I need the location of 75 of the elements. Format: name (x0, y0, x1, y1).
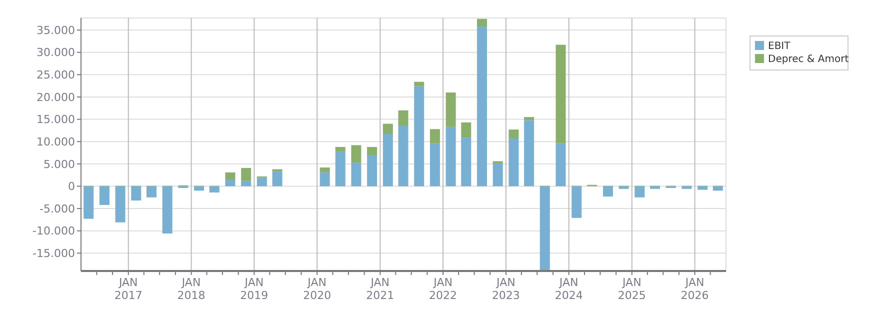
bar (115, 186, 126, 222)
bar (446, 92, 456, 127)
bar (146, 186, 156, 198)
y-tick-label: -15.000 (32, 247, 75, 260)
bar (634, 186, 645, 198)
bar (131, 186, 142, 200)
bar (320, 167, 330, 172)
bar (382, 134, 393, 186)
bar (524, 117, 534, 120)
bar (194, 186, 204, 191)
bar (99, 186, 110, 205)
bar (508, 138, 519, 186)
bar (524, 120, 534, 186)
bar (476, 26, 487, 186)
legend-label: EBIT (768, 41, 792, 52)
y-tick-label: 15.000 (36, 113, 75, 126)
bar (367, 154, 378, 186)
bar (272, 171, 282, 186)
bar (398, 110, 408, 126)
y-tick-label: 25.000 (36, 68, 75, 82)
bar (320, 172, 330, 186)
x-tick-label: JAN 2025 (618, 276, 646, 302)
bar (84, 186, 94, 219)
bar (225, 180, 236, 186)
bar (398, 126, 408, 186)
y-tick-label: 35.000 (36, 24, 75, 37)
bar (335, 152, 346, 186)
bar (698, 186, 708, 190)
bar (225, 172, 236, 180)
x-tick-label: JAN 2017 (114, 276, 142, 302)
bar (241, 168, 252, 181)
bar (414, 82, 424, 86)
legend-label: Deprec & Amort (768, 54, 849, 65)
x-tick-label: JAN 2022 (429, 276, 458, 302)
x-tick-label: JAN 2026 (680, 276, 709, 302)
bar (556, 44, 566, 144)
bar (162, 186, 172, 234)
x-tick-label: JAN 2023 (492, 276, 520, 302)
bar (682, 186, 692, 189)
bar (618, 186, 629, 189)
bar (241, 180, 252, 186)
bar (461, 138, 472, 186)
x-tick-label: JAN 2020 (303, 276, 332, 302)
bar (492, 163, 503, 186)
bar (430, 129, 440, 144)
x-tick-label: JAN 2019 (240, 276, 268, 302)
bar (556, 143, 566, 186)
bar (602, 186, 613, 196)
bar (461, 122, 472, 138)
bar (335, 146, 346, 152)
x-tick-label: JAN 2021 (366, 276, 394, 302)
y-tick-label: 30.000 (36, 46, 75, 60)
y-tick-label: 0 (68, 180, 75, 194)
y-tick-label: -5.000 (40, 202, 75, 216)
y-tick-label: 5.000 (44, 158, 75, 171)
bar (256, 178, 267, 186)
x-tick-label: JAN 2024 (554, 276, 583, 302)
bar (367, 146, 378, 155)
bar (446, 126, 456, 186)
bar (572, 186, 582, 218)
y-tick-label: 10.000 (36, 135, 75, 148)
y-tick-label: -10.000 (32, 224, 75, 238)
bar (430, 143, 440, 186)
bar (476, 18, 487, 26)
bar (382, 124, 393, 134)
bar (650, 186, 660, 189)
bar (540, 186, 550, 271)
bar (712, 186, 723, 191)
bar (209, 186, 220, 192)
x-tick-label: JAN 2018 (177, 276, 206, 302)
bar (508, 130, 519, 138)
bar (414, 86, 424, 186)
bar (351, 145, 362, 163)
y-tick-label: 20.000 (36, 90, 75, 104)
bar (351, 162, 362, 186)
